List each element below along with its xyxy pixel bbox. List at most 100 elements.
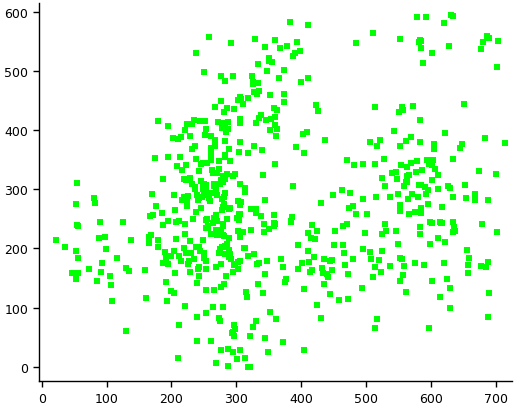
Point bbox=[293, 39, 301, 46]
Point bbox=[185, 258, 194, 265]
Point bbox=[416, 140, 425, 146]
Point bbox=[287, 218, 295, 225]
Point bbox=[255, 261, 263, 267]
Point bbox=[423, 14, 431, 21]
Point bbox=[280, 92, 288, 98]
Point bbox=[239, 229, 247, 236]
Point bbox=[164, 154, 172, 161]
Point bbox=[483, 315, 492, 321]
Point bbox=[236, 202, 244, 209]
Point bbox=[246, 364, 254, 371]
Point bbox=[275, 75, 283, 82]
Point bbox=[224, 126, 233, 133]
Point bbox=[343, 221, 351, 228]
Point bbox=[253, 62, 262, 68]
Point bbox=[119, 219, 127, 226]
Point bbox=[231, 171, 239, 178]
Point bbox=[74, 224, 82, 230]
Point bbox=[176, 258, 185, 265]
Point bbox=[197, 161, 205, 168]
Point bbox=[223, 119, 232, 126]
Point bbox=[200, 70, 208, 76]
Point bbox=[205, 196, 213, 202]
Point bbox=[211, 137, 219, 144]
Point bbox=[191, 186, 200, 193]
Point bbox=[422, 184, 430, 191]
Point bbox=[320, 281, 328, 288]
Point bbox=[369, 274, 377, 280]
Point bbox=[437, 220, 445, 227]
Point bbox=[193, 314, 201, 321]
Point bbox=[221, 191, 229, 197]
Point bbox=[337, 187, 346, 194]
Point bbox=[492, 171, 500, 178]
Point bbox=[269, 212, 278, 218]
Point bbox=[98, 260, 106, 266]
Point bbox=[209, 220, 217, 226]
Point bbox=[328, 267, 336, 274]
Point bbox=[145, 235, 153, 241]
Point bbox=[225, 206, 233, 212]
Point bbox=[172, 164, 181, 170]
Point bbox=[250, 90, 258, 96]
Point bbox=[271, 114, 280, 121]
Point bbox=[392, 169, 400, 175]
Point bbox=[386, 194, 394, 201]
Point bbox=[223, 241, 231, 247]
Point bbox=[250, 143, 259, 150]
Point bbox=[377, 269, 385, 275]
Point bbox=[433, 187, 442, 193]
Point bbox=[101, 234, 109, 241]
Point bbox=[174, 136, 182, 143]
Point bbox=[195, 244, 203, 251]
Point bbox=[282, 276, 291, 283]
Point bbox=[265, 226, 273, 232]
Point bbox=[220, 110, 229, 117]
Point bbox=[449, 156, 457, 163]
Point bbox=[457, 141, 465, 148]
Point bbox=[174, 355, 182, 362]
Point bbox=[270, 220, 279, 227]
Point bbox=[221, 139, 229, 145]
Point bbox=[417, 205, 425, 211]
Point bbox=[205, 34, 214, 41]
Point bbox=[415, 38, 424, 45]
Point bbox=[299, 132, 308, 138]
Point bbox=[245, 150, 253, 157]
Point bbox=[230, 262, 238, 268]
Point bbox=[326, 258, 334, 264]
Point bbox=[320, 137, 329, 144]
Point bbox=[320, 256, 328, 263]
Point bbox=[441, 130, 449, 137]
Point bbox=[448, 194, 457, 201]
Point bbox=[450, 228, 459, 234]
Point bbox=[182, 177, 190, 184]
Point bbox=[234, 198, 243, 204]
Point bbox=[422, 191, 430, 198]
Point bbox=[105, 274, 114, 280]
Point bbox=[425, 162, 433, 168]
Point bbox=[212, 190, 220, 196]
Point bbox=[207, 133, 215, 140]
Point bbox=[404, 164, 412, 171]
Point bbox=[270, 106, 278, 112]
Point bbox=[251, 36, 259, 43]
Point bbox=[229, 74, 237, 80]
Point bbox=[220, 177, 229, 183]
Point bbox=[427, 220, 436, 226]
Point bbox=[184, 193, 192, 200]
Point bbox=[461, 182, 470, 189]
Point bbox=[108, 298, 116, 304]
Point bbox=[170, 249, 178, 255]
Point bbox=[190, 256, 198, 262]
Point bbox=[233, 259, 241, 266]
Point bbox=[463, 247, 471, 253]
Point bbox=[219, 204, 227, 211]
Point bbox=[298, 260, 306, 267]
Point bbox=[175, 253, 184, 259]
Point bbox=[209, 288, 218, 294]
Point bbox=[216, 182, 224, 188]
Point bbox=[199, 237, 207, 244]
Point bbox=[408, 191, 416, 198]
Point bbox=[151, 155, 159, 162]
